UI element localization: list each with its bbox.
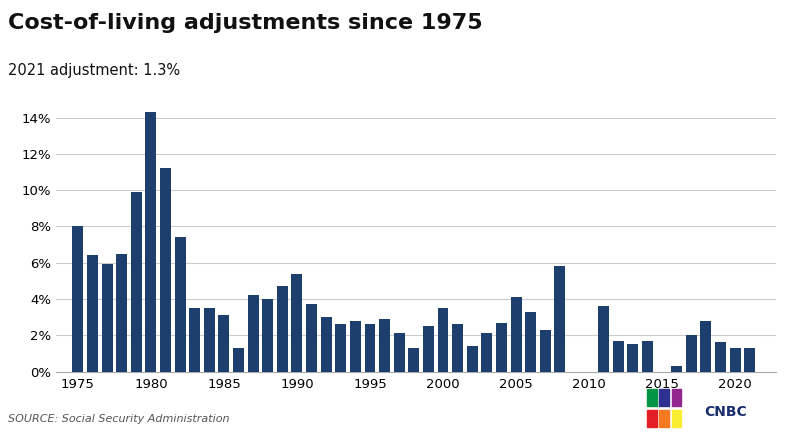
Bar (701, 321, 711, 372)
FancyArrow shape (647, 410, 657, 427)
Bar (73, 226, 83, 372)
Bar (540, 330, 550, 372)
Bar (190, 308, 200, 372)
FancyArrow shape (659, 410, 670, 427)
Text: 2021 adjustment: 1.3%: 2021 adjustment: 1.3% (8, 63, 180, 78)
Text: CNBC: CNBC (704, 405, 746, 419)
Bar (496, 323, 507, 372)
Bar (350, 321, 361, 372)
Bar (131, 192, 142, 372)
Bar (671, 366, 682, 372)
Bar (87, 255, 98, 372)
Text: Cost-of-living adjustments since 1975: Cost-of-living adjustments since 1975 (8, 13, 482, 33)
Bar (291, 273, 302, 372)
Bar (394, 334, 405, 372)
Bar (306, 305, 317, 372)
Text: SOURCE: Social Security Administration: SOURCE: Social Security Administration (8, 414, 230, 424)
Bar (686, 335, 697, 372)
Bar (525, 311, 536, 372)
Bar (598, 306, 609, 372)
Bar (218, 315, 230, 372)
Bar (466, 346, 478, 372)
Bar (146, 112, 157, 372)
Bar (204, 308, 215, 372)
Bar (365, 324, 375, 372)
FancyArrow shape (671, 410, 682, 427)
Bar (744, 348, 755, 372)
Bar (554, 266, 566, 372)
Bar (160, 168, 171, 372)
Bar (248, 295, 258, 372)
FancyArrow shape (647, 390, 657, 406)
Bar (233, 348, 244, 372)
Bar (335, 324, 346, 372)
Bar (379, 319, 390, 372)
Bar (408, 348, 419, 372)
Bar (510, 297, 522, 372)
FancyArrow shape (659, 390, 670, 406)
Bar (627, 344, 638, 372)
Bar (613, 341, 624, 372)
Bar (321, 317, 332, 372)
Bar (715, 343, 726, 372)
Bar (102, 264, 113, 372)
Bar (482, 334, 492, 372)
Bar (423, 326, 434, 372)
Bar (438, 308, 449, 372)
Bar (277, 286, 288, 372)
Bar (730, 348, 741, 372)
Bar (452, 324, 463, 372)
Bar (174, 237, 186, 372)
Bar (116, 254, 127, 372)
Bar (262, 299, 274, 372)
Bar (642, 341, 653, 372)
FancyArrow shape (671, 390, 682, 406)
